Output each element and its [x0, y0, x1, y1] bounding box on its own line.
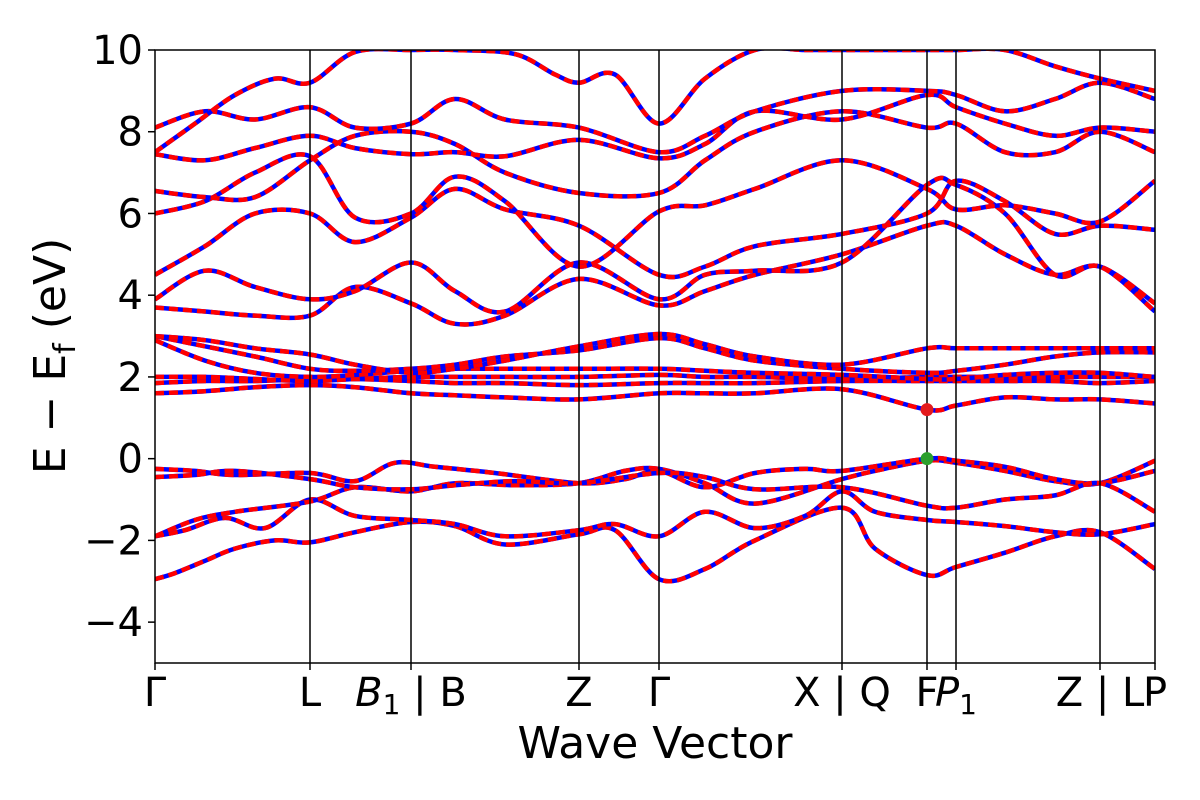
band-17-wannier-line — [155, 92, 1155, 163]
y-axis-title-sub: f — [48, 342, 83, 354]
x-tick-label-4: Z — [565, 670, 592, 716]
band-18-dft-line — [155, 80, 1155, 155]
band-19-wannier-line — [155, 50, 1155, 155]
x-tick-label-10: P — [1143, 670, 1167, 716]
x-tick-label-8: P1 — [935, 670, 977, 721]
y-tick-label-6: 6 — [118, 191, 143, 237]
band-18-wannier-line — [155, 80, 1155, 155]
band-5-dft-line — [155, 468, 1155, 514]
y-tick-label-8: 10 — [92, 28, 143, 74]
band-1-wannier-line — [155, 505, 1155, 584]
kpoint-divider-lines — [309, 50, 1101, 663]
x-tick-label-7: F — [915, 670, 938, 716]
y-tick-label-1: −4 — [84, 600, 143, 646]
band-lines — [155, 50, 1155, 584]
y-axis-title: E − Ef (eV) — [25, 238, 83, 475]
y-axis-title-unit: (eV) — [25, 238, 76, 344]
band-15-wannier-line — [155, 152, 1155, 269]
band-13-wannier-line — [155, 175, 1155, 315]
y-tick-label-4: 2 — [118, 355, 143, 401]
band-3-wannier-line — [155, 457, 1155, 539]
band-edge-marker-1 — [920, 403, 934, 417]
x-axis-title: Wave Vector — [518, 718, 794, 769]
x-axis-ticks: Γ L B1 | B Z Γ X | Q FP1 Z | LP — [144, 663, 1167, 721]
y-tick-label-5: 4 — [118, 273, 143, 319]
y-axis-title-main: E − E — [25, 354, 76, 474]
plot-frame — [154, 49, 1156, 664]
band-6-wannier-line — [155, 382, 1155, 413]
x-tick-label-1: Γ — [144, 670, 167, 716]
y-axis-ticks: −4 −2 0 2 4 6 8 10 — [84, 28, 155, 646]
x-tick-label-6: X | Q — [793, 670, 891, 716]
y-tick-label-2: −2 — [84, 518, 143, 564]
band-edge-marker-2 — [920, 452, 934, 466]
band-edge-markers — [920, 403, 934, 466]
x-tick-label-3: B1 | B — [355, 670, 467, 721]
y-tick-label-7: 8 — [118, 110, 143, 156]
x-tick-label-5: Γ — [648, 670, 671, 716]
y-tick-label-3: 0 — [118, 437, 143, 483]
band-13-dft-line — [155, 175, 1155, 315]
x-tick-label-9: Z | L — [1056, 670, 1145, 716]
x-tick-label-2: L — [299, 670, 322, 716]
